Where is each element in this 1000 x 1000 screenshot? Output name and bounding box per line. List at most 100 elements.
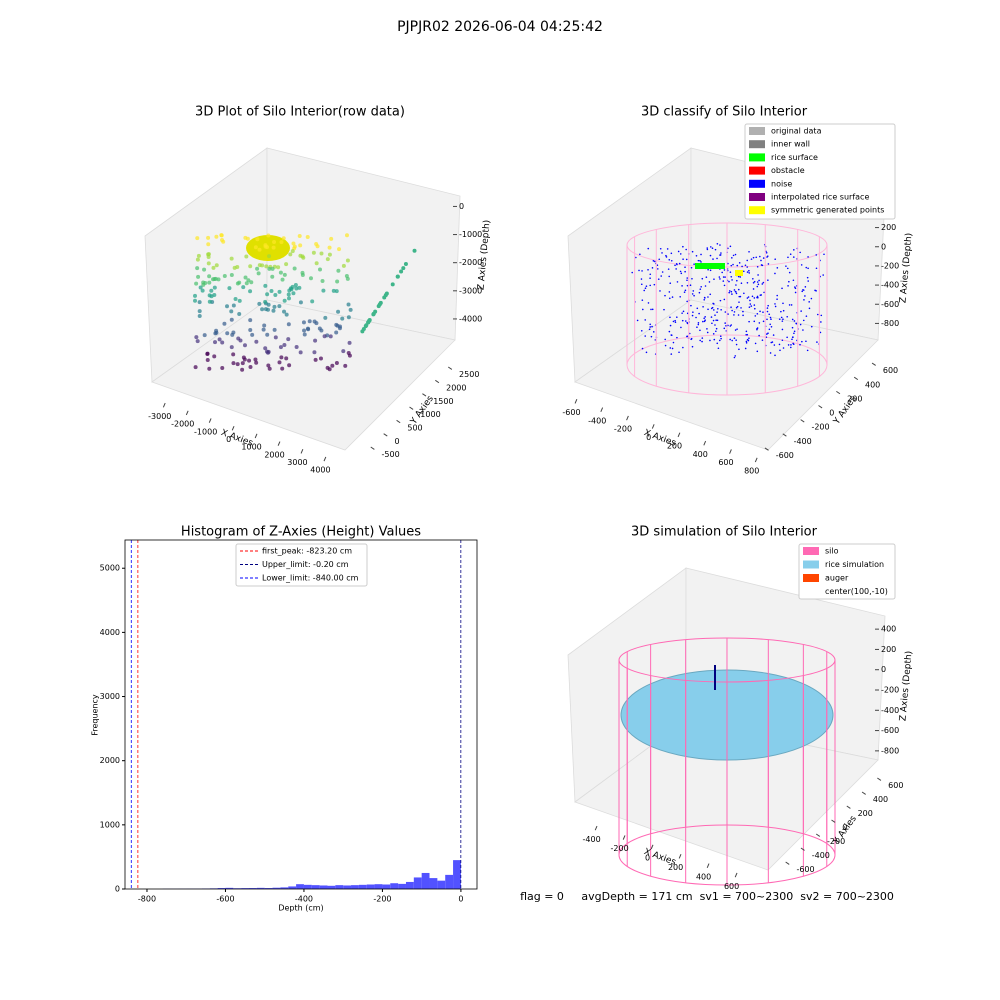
dot — [286, 337, 291, 342]
bar — [280, 887, 289, 889]
subplot-title: Histogram of Z-Axies (Height) Values — [181, 525, 421, 540]
dot — [656, 264, 659, 267]
dot — [718, 276, 721, 278]
dot — [767, 263, 770, 265]
dot — [791, 338, 793, 341]
dot — [702, 305, 704, 308]
dot — [229, 272, 234, 277]
dot — [709, 269, 712, 272]
figure-title: PJPJR02 2026-06-04 04:25:42 — [397, 19, 603, 35]
x-tick-label: 0 — [458, 895, 463, 904]
dot — [651, 325, 653, 328]
dot — [279, 355, 284, 360]
dot — [253, 357, 258, 362]
dot — [681, 319, 684, 322]
tick-mark — [754, 457, 758, 463]
dot — [382, 295, 387, 300]
dot — [347, 340, 352, 345]
dot — [284, 312, 289, 317]
dot — [794, 287, 797, 290]
bar — [225, 887, 234, 889]
legend-swatch — [749, 127, 765, 135]
dot — [729, 325, 732, 327]
dot — [272, 327, 277, 332]
dot — [788, 304, 791, 306]
dot — [315, 244, 320, 249]
dot — [710, 316, 713, 318]
dot — [310, 299, 315, 304]
dot — [267, 366, 272, 371]
dot — [650, 335, 653, 338]
dot — [697, 323, 700, 326]
dot — [321, 288, 326, 293]
dot — [212, 354, 217, 359]
dot — [802, 319, 805, 322]
dot — [757, 296, 759, 299]
bar — [319, 885, 328, 889]
bar — [421, 872, 430, 889]
dot — [774, 305, 777, 308]
legend-label: Lower_limit: -840.00 cm — [262, 574, 359, 583]
x-axis-label: Depth (cm) — [278, 904, 323, 913]
dot — [758, 334, 760, 337]
axis-label: Z Axies (Depth) — [898, 232, 914, 303]
dot — [291, 291, 296, 296]
tick-label: 4000 — [310, 466, 330, 475]
tick-label: -400 — [588, 416, 606, 425]
dot — [225, 331, 230, 336]
dot — [713, 278, 715, 280]
axis-label: X Axies — [642, 847, 677, 868]
dot — [776, 294, 778, 297]
dot — [651, 308, 654, 311]
dot — [746, 271, 749, 273]
dot — [736, 264, 739, 267]
dot — [735, 292, 738, 295]
dot — [207, 280, 212, 285]
dot — [263, 283, 268, 288]
dot — [724, 276, 726, 278]
dot — [682, 346, 684, 349]
dot — [672, 341, 675, 344]
dot — [808, 307, 811, 310]
dot — [774, 354, 776, 357]
dot — [685, 320, 687, 322]
dot — [708, 281, 711, 283]
dot — [670, 252, 673, 255]
tick-mark — [831, 819, 836, 823]
dot — [661, 252, 663, 254]
dot — [346, 315, 351, 320]
dot — [720, 308, 722, 311]
dot — [791, 336, 794, 339]
dot — [756, 295, 759, 298]
dot — [685, 248, 687, 251]
dot — [337, 326, 342, 331]
dot — [302, 328, 307, 333]
dot — [334, 330, 339, 335]
dot — [788, 271, 791, 274]
dot — [707, 268, 709, 271]
dot — [650, 308, 652, 311]
dot — [652, 331, 655, 333]
dot — [664, 344, 667, 347]
dot — [693, 263, 695, 265]
illustration — [193, 222, 836, 886]
dot — [669, 316, 671, 319]
dot — [649, 323, 652, 326]
dot — [334, 322, 339, 327]
dot — [263, 307, 268, 312]
dot — [789, 253, 792, 256]
dot — [279, 240, 284, 245]
dot — [330, 363, 335, 368]
dot — [751, 295, 754, 298]
dot — [280, 366, 285, 371]
bar — [303, 884, 312, 889]
dot — [691, 345, 694, 348]
dot — [220, 366, 225, 371]
dot — [206, 242, 211, 247]
legend-swatch — [749, 140, 765, 149]
dot — [336, 268, 341, 273]
dot — [227, 286, 232, 291]
tick-label: 200 — [668, 863, 683, 872]
tick-mark — [853, 376, 859, 381]
dot — [267, 266, 272, 271]
